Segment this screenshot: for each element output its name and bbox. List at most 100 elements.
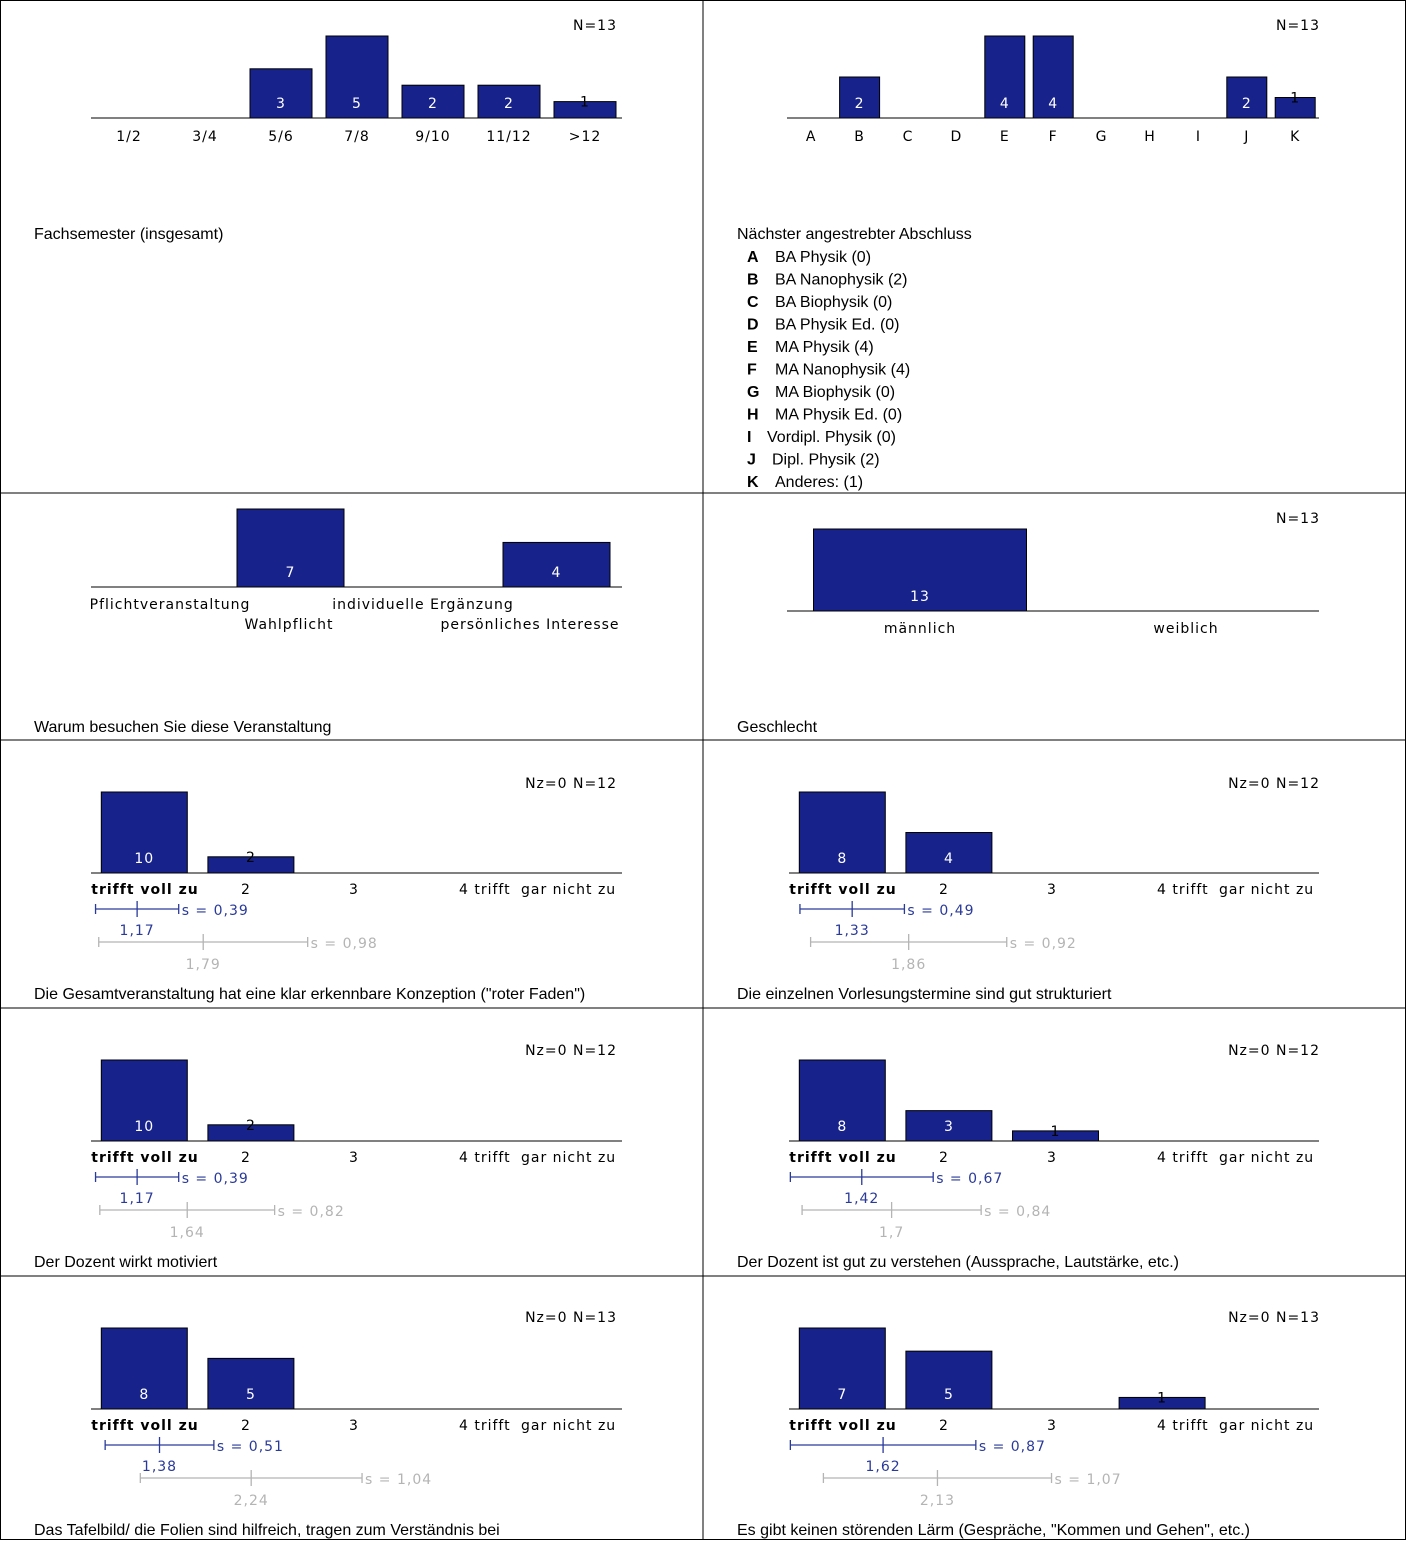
bar-trifft voll zu [100, 1327, 188, 1410]
bar-2 [207, 1357, 295, 1410]
bar-value-label: 8 [837, 1119, 847, 1135]
question-title: Der Dozent wirkt motiviert [34, 1254, 218, 1271]
mean-label-own: 1,33 [835, 923, 870, 939]
chart-vorlesungstermine: Nz=0 N=12 8 4 trifft voll zu 2 3 4 trifft gar n… [737, 776, 1320, 1003]
category-label: 1/2 [116, 129, 142, 145]
category-label: 5/6 [268, 129, 294, 145]
bar-value-label: 1 [580, 95, 590, 111]
category-label: K [1290, 129, 1300, 145]
bar-value-label: 4 [944, 851, 954, 867]
sd-label-own: s = 0,39 [182, 903, 249, 919]
bar-J [1226, 76, 1268, 119]
category-label: 4 trifft [1157, 1150, 1209, 1166]
bar-2 [905, 1110, 993, 1142]
mean-label-ref: 1,86 [891, 957, 926, 973]
mean-label-ref: 1,79 [186, 957, 221, 973]
category-label: trifft voll zu [91, 1150, 198, 1166]
sd-label-own: s = 0,49 [907, 903, 974, 919]
bar-value-label: 5 [352, 96, 362, 112]
category-label: gar nicht zu [521, 882, 616, 898]
bar-2 [207, 1124, 295, 1142]
category-label: 2 [241, 1150, 251, 1166]
bar-value-label: 7 [837, 1387, 847, 1403]
bar-11/12 [477, 84, 541, 119]
bar-value-label: 4 [552, 565, 562, 581]
n-label: Nz=0 N=12 [1228, 776, 1320, 792]
legend-key: E [747, 339, 758, 356]
chart-fachsemester: N=13 3 5 2 2 1 1/2 3/4 5/6 7/8 9/10 11/12 >12 Fachsem… [34, 18, 622, 243]
mean-label-own: 1,38 [142, 1459, 177, 1475]
legend-key: C [747, 294, 759, 311]
category-label: >12 [569, 129, 602, 145]
legend-text: MA Physik (4) [775, 339, 874, 356]
bar->12 [553, 101, 617, 119]
category-label: trifft voll zu [91, 1418, 198, 1434]
legend-text: Dipl. Physik (2) [772, 452, 880, 469]
bar-2 [207, 856, 295, 874]
bar-9/10 [401, 84, 465, 119]
legend-text: Vordipl. Physik (0) [767, 429, 896, 446]
bar-value-label: 4 [1048, 96, 1058, 112]
chart-laerm: Nz=0 N=13 7 5 1 trifft voll zu 2 3 4 trifft gar … [737, 1310, 1319, 1539]
category-label: J [1243, 129, 1249, 145]
category-label: E [1000, 129, 1010, 145]
n-label: Nz=0 N=12 [525, 776, 617, 792]
legend-text: BA Biophysik (0) [775, 294, 892, 311]
bar-value-label: 8 [837, 851, 847, 867]
question-title: Geschlecht [737, 719, 818, 736]
bar-trifft voll zu [100, 791, 188, 874]
category-label: 3/4 [192, 129, 218, 145]
mean-label-own: 1,17 [120, 923, 155, 939]
bar-E [984, 35, 1026, 119]
bar-4 trifft [1118, 1396, 1206, 1410]
category-label: persönliches Interesse [440, 617, 619, 633]
legend-text: MA Biophysik (0) [775, 384, 895, 401]
mean-label-ref: 2,13 [920, 1493, 955, 1509]
bar-5/6 [249, 68, 313, 119]
category-label: 2 [939, 882, 949, 898]
question-title: Es gibt keinen störenden Lärm (Gespräche… [737, 1522, 1250, 1539]
bar-value-label: 13 [910, 589, 930, 605]
category-label: 4 trifft [459, 1418, 511, 1434]
category-label: 4 trifft [459, 1150, 511, 1166]
category-label: G [1096, 129, 1108, 145]
n-label: N=13 [1276, 18, 1320, 34]
legend-key: A [747, 249, 759, 266]
category-label: trifft voll zu [789, 882, 896, 898]
question-title: Der Dozent ist gut zu verstehen (Ausspra… [737, 1254, 1179, 1271]
question-title: Fachsemester (insgesamt) [34, 226, 223, 243]
bar-value-label: 4 [1000, 96, 1010, 112]
sd-label-own: s = 0,87 [979, 1439, 1046, 1455]
category-label: 2 [241, 1418, 251, 1434]
category-label: A [806, 129, 817, 145]
n-label: Nz=0 N=12 [1228, 1043, 1320, 1059]
category-label: gar nicht zu [1219, 1150, 1314, 1166]
bar-value-label: 2 [246, 1118, 256, 1134]
bar-value-label: 10 [134, 1119, 154, 1135]
question-title: Warum besuchen Sie diese Veranstaltung [34, 719, 331, 736]
legend-key: J [747, 452, 756, 469]
mean-label-ref: 1,7 [879, 1225, 904, 1241]
bar-value-label: 7 [286, 565, 296, 581]
legend-text: MA Physik Ed. (0) [775, 407, 902, 424]
category-label: 2 [939, 1418, 949, 1434]
category-label: gar nicht zu [521, 1150, 616, 1166]
bar-persönliches Interesse [502, 541, 611, 588]
sd-label-ref: s = 1,04 [365, 1472, 432, 1488]
bar-trifft voll zu [798, 1059, 886, 1142]
legend-text: BA Physik Ed. (0) [775, 317, 900, 334]
category-label: 3 [349, 1150, 359, 1166]
bar-7/8 [325, 35, 389, 119]
category-label: 3 [349, 882, 359, 898]
chart-tafelbild: Nz=0 N=13 8 5 trifft voll zu 2 3 4 trifft gar n… [34, 1310, 622, 1539]
n-label: N=13 [1276, 511, 1320, 527]
category-label: 3 [1047, 882, 1057, 898]
bar-2 [905, 1350, 993, 1410]
category-label: 4 trifft [459, 882, 511, 898]
question-title: Die Gesamtveranstaltung hat eine klar er… [34, 986, 585, 1003]
chart-warum: 7 4 Pflichtveranstaltung Wahlpflicht individ… [34, 508, 622, 736]
category-label: trifft voll zu [789, 1418, 896, 1434]
bar-value-label: 2 [246, 850, 256, 866]
category-label: 3 [1047, 1418, 1057, 1434]
